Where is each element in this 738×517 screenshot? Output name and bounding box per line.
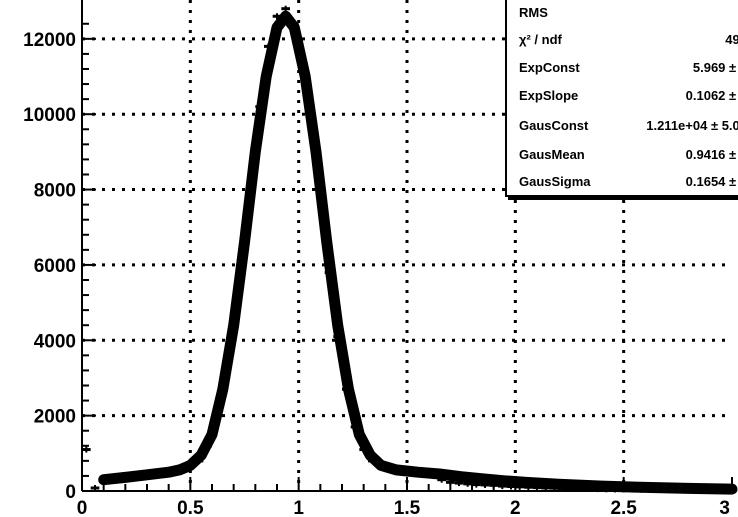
x-tick-label: 1.5 bbox=[394, 498, 421, 517]
stat-value: 1.211e+04 ± 5.06 bbox=[646, 118, 738, 133]
stat-row-gausconst: GausConst 1.211e+04 ± 5.06 bbox=[507, 112, 738, 140]
stat-value: 0.1062 ± 0 bbox=[685, 88, 738, 103]
stat-row-rms: RMS 0 bbox=[507, 0, 738, 27]
stat-name: ExpConst bbox=[519, 60, 580, 75]
y-tick-label: 0 bbox=[65, 482, 76, 503]
x-tick-label: 0.5 bbox=[177, 498, 204, 517]
y-tick-label: 4000 bbox=[34, 331, 76, 352]
stat-row-expconst: ExpConst 5.969 ± 0 bbox=[507, 54, 738, 82]
stat-value: 0.1654 ± 0 bbox=[685, 174, 738, 189]
y-tick-label: 6000 bbox=[34, 256, 76, 277]
stats-box: RMS 0 χ² / ndf 498 ExpConst 5.969 ± 0 Ex… bbox=[505, 0, 738, 197]
stat-name: GausSigma bbox=[519, 174, 591, 189]
y-tick-label: 10000 bbox=[23, 105, 76, 126]
stat-value: 0.9416 ± 0 bbox=[685, 147, 738, 162]
stat-name: GausMean bbox=[519, 147, 585, 162]
y-tick-label: 8000 bbox=[34, 181, 76, 202]
x-tick-label: 1 bbox=[293, 498, 304, 517]
y-tick-label: 12000 bbox=[23, 30, 76, 51]
x-tick-label: 2.5 bbox=[610, 498, 637, 517]
stat-value: 5.969 ± 0 bbox=[692, 60, 738, 75]
fit-curve bbox=[98, 10, 738, 495]
stat-value: 498 bbox=[725, 32, 738, 47]
stat-name: ExpSlope bbox=[519, 88, 579, 103]
stat-row-expslope: ExpSlope 0.1062 ± 0 bbox=[507, 82, 738, 110]
stat-name: χ² / ndf bbox=[519, 32, 562, 47]
stat-row-gausmean: GausMean 0.9416 ± 0 bbox=[507, 141, 738, 169]
x-tick-label: 0 bbox=[77, 498, 88, 517]
x-tick-label: 3 bbox=[719, 498, 730, 517]
y-tick-label: 2000 bbox=[34, 407, 76, 428]
stat-name: GausConst bbox=[519, 118, 589, 133]
stat-row-gaussigma: GausSigma 0.1654 ± 0 bbox=[507, 168, 738, 195]
stat-row-chi2-ndf: χ² / ndf 498 bbox=[507, 26, 738, 54]
x-tick-label: 2 bbox=[510, 498, 521, 517]
stat-name: RMS bbox=[519, 5, 548, 20]
